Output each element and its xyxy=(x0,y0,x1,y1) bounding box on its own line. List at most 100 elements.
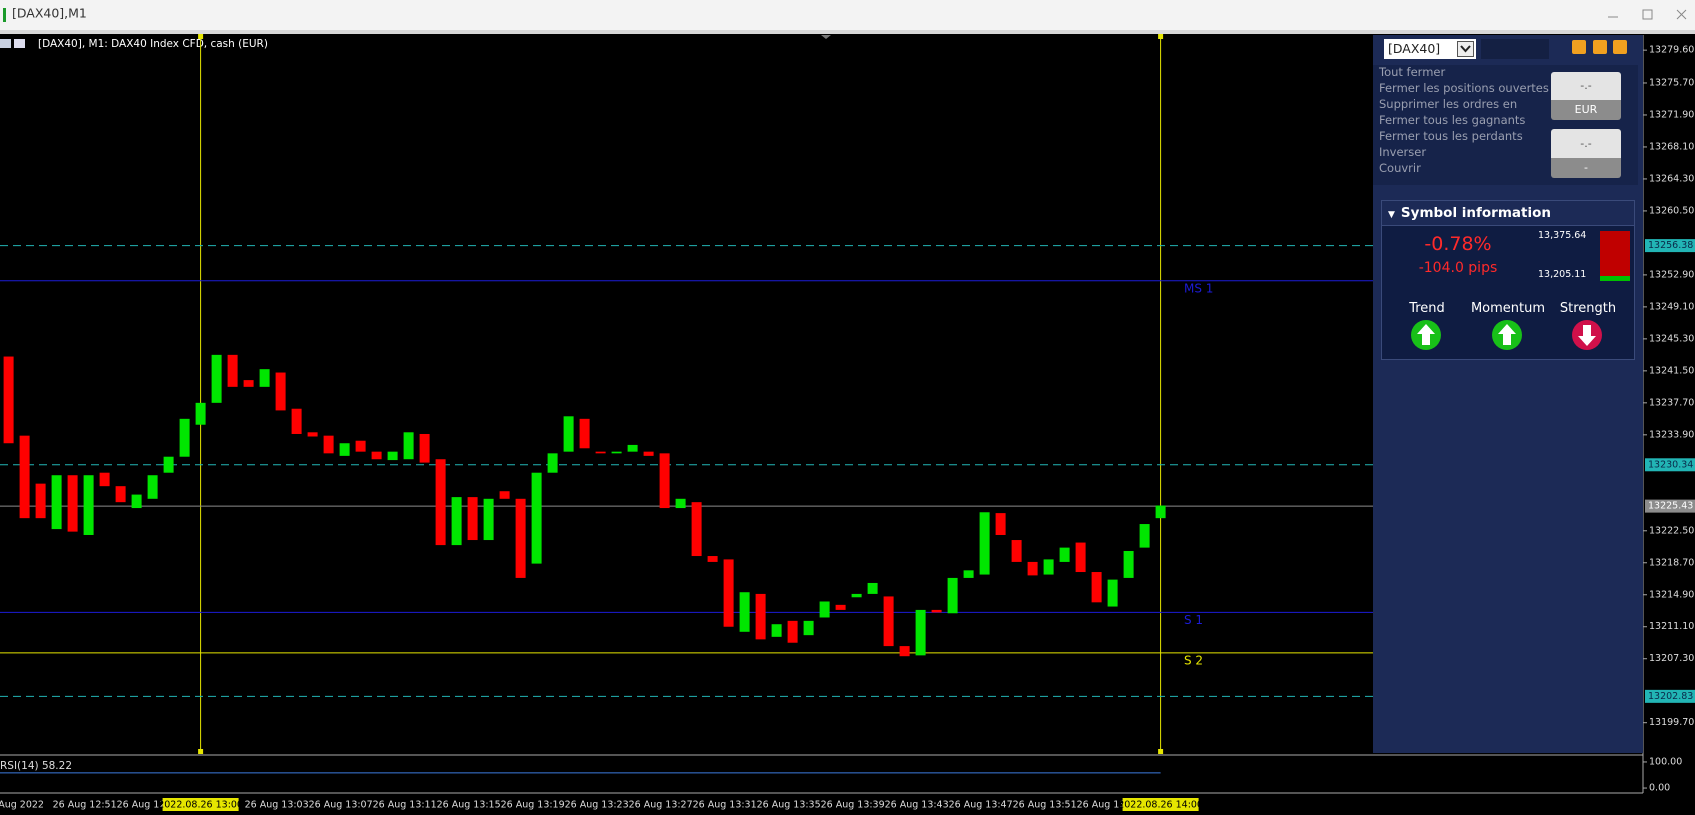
time-highlight xyxy=(162,798,239,811)
input-field[interactable] xyxy=(1481,39,1549,59)
candle-body xyxy=(1075,542,1086,573)
candle-body xyxy=(995,513,1006,535)
candle-body xyxy=(643,451,654,456)
y-tick-label: 13222.50 xyxy=(1649,525,1694,536)
candle-body xyxy=(1139,524,1150,548)
action-item[interactable]: Fermer les positions ouvertes xyxy=(1379,81,1549,95)
candle-body xyxy=(595,451,606,454)
y-tick-label: 13211.10 xyxy=(1649,621,1694,632)
candle-body xyxy=(243,380,254,387)
candle-body xyxy=(67,475,78,532)
symbol-text: [DAX40] xyxy=(1388,41,1441,56)
candle-body xyxy=(883,596,894,647)
signal-label: Momentum xyxy=(1470,301,1546,316)
time-label: 26 Aug 13:15 xyxy=(437,800,501,811)
candle-body xyxy=(51,475,62,530)
y-tick-label: 13241.50 xyxy=(1649,365,1694,376)
arrow xyxy=(1498,324,1516,345)
candle-body xyxy=(1123,550,1134,578)
time-label: 26 Aug 13:19 xyxy=(501,800,565,811)
button[interactable]: -.- xyxy=(1551,129,1621,158)
action-item[interactable]: Supprimer les ordres en xyxy=(1379,97,1518,111)
candle-body xyxy=(483,498,494,541)
action-item[interactable]: Fermer tous les perdants xyxy=(1379,129,1523,143)
button[interactable]: EUR xyxy=(1551,100,1621,120)
separator-handle xyxy=(1158,34,1164,39)
action-item[interactable]: Couvrir xyxy=(1379,161,1421,175)
candle-body xyxy=(531,472,542,564)
candle-body xyxy=(19,435,30,519)
candle-body xyxy=(755,593,766,640)
level-price-label: 13225.43 xyxy=(1648,501,1693,512)
info-header[interactable]: ▼ Symbol information xyxy=(1382,201,1634,226)
candle-body xyxy=(499,491,510,499)
candle-body xyxy=(579,418,590,449)
collapse-icon: ▼ xyxy=(1388,210,1395,220)
candle-body xyxy=(323,435,334,454)
y-tick-label: 13279.60 xyxy=(1649,45,1694,56)
action-item[interactable]: Tout fermer xyxy=(1379,65,1446,79)
maximize-button[interactable] xyxy=(1642,9,1653,20)
candle-body xyxy=(771,624,782,637)
candle-body xyxy=(819,601,830,618)
close-button[interactable] xyxy=(1676,9,1687,20)
y-tick-label: 13233.90 xyxy=(1649,429,1694,440)
candle-body xyxy=(259,369,270,387)
candle-body xyxy=(691,502,702,557)
y-tick-label: 13218.70 xyxy=(1649,557,1694,568)
action-item[interactable]: Inverser xyxy=(1379,145,1427,159)
day-high: 13,375.64 xyxy=(1538,230,1587,241)
time-highlight xyxy=(1122,798,1199,811)
rsi-label: RSI(14) 58.22 xyxy=(0,760,72,772)
candle-body xyxy=(1155,505,1166,519)
candle-body xyxy=(515,498,526,578)
change-percent: -0.78% xyxy=(1424,233,1492,255)
time-label: 26 Aug 13:43 xyxy=(885,800,949,811)
candle-body xyxy=(707,556,718,562)
candle-body xyxy=(1107,579,1118,607)
candle-body xyxy=(723,559,734,627)
icon-button[interactable] xyxy=(1572,40,1586,54)
candle-body xyxy=(979,512,990,575)
level-label: S 2 xyxy=(1184,653,1203,667)
dropdown-caret[interactable] xyxy=(1457,41,1474,57)
change-pips: -104.0 pips xyxy=(1418,260,1498,276)
candle-body xyxy=(835,604,846,610)
frame xyxy=(0,30,1695,34)
time-label: 2022.08.26 13:00 xyxy=(158,800,243,811)
candle-body xyxy=(307,432,318,437)
button[interactable]: -.- xyxy=(1551,72,1621,100)
candle-body xyxy=(1059,547,1070,562)
candle-body xyxy=(675,498,686,509)
candle-body xyxy=(83,475,94,535)
candle-body xyxy=(659,453,670,509)
time-label: 26 Aug 13:35 xyxy=(757,800,821,811)
action-item[interactable]: Fermer tous les gagnants xyxy=(1379,113,1526,127)
separator-handle xyxy=(198,749,204,754)
icon-button[interactable] xyxy=(1613,40,1627,54)
candle-body xyxy=(211,354,222,403)
candle-body xyxy=(419,433,430,463)
candle-body xyxy=(387,451,398,461)
y-tick-label: 13275.70 xyxy=(1649,77,1694,88)
icon-button[interactable] xyxy=(1593,40,1607,54)
candle-body xyxy=(179,418,190,457)
button[interactable]: - xyxy=(1551,158,1621,178)
separator-handle xyxy=(1158,749,1164,754)
candle-body xyxy=(867,582,878,594)
time-label: 2022.08.26 14:00 xyxy=(1118,800,1203,811)
rsi-tick-label: 100.00 xyxy=(1649,756,1682,767)
candle-body xyxy=(339,443,350,456)
chart-header: [DAX40], M1: DAX40 Index CFD, cash (EUR) xyxy=(38,38,268,50)
candle-body xyxy=(963,570,974,578)
candle-body xyxy=(1043,559,1054,575)
candle-body xyxy=(627,444,638,452)
level-price-box xyxy=(1645,689,1695,703)
candle-body xyxy=(3,356,14,444)
title-bar xyxy=(0,0,1695,30)
window-title: [DAX40],M1 xyxy=(12,6,87,21)
time-label: 26 Aug 13:51 xyxy=(1013,800,1077,811)
symbol-select[interactable]: [DAX40] xyxy=(1384,39,1476,59)
range-bar xyxy=(1600,231,1630,279)
